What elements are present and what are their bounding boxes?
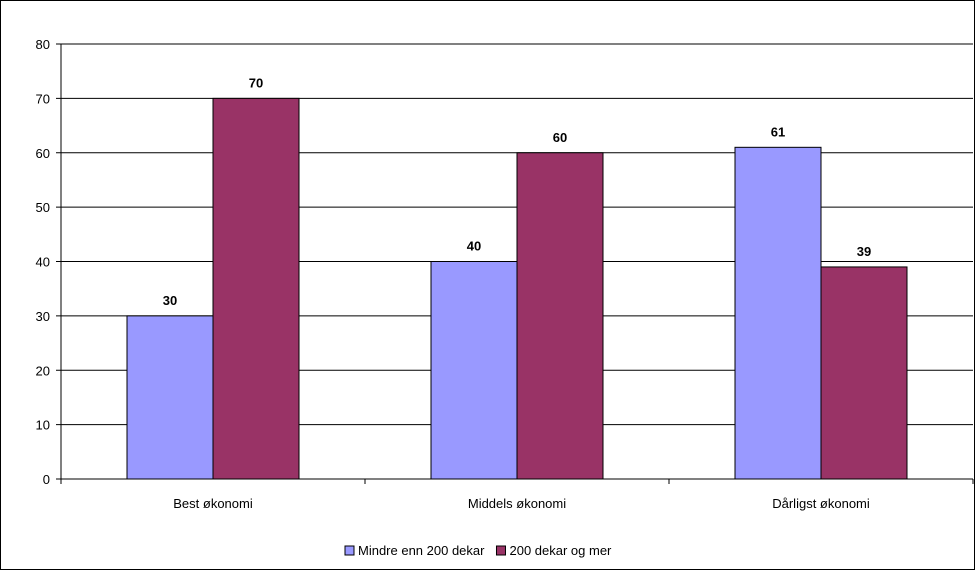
- y-tick-label: 50: [36, 200, 50, 215]
- bar: [734, 146, 822, 480]
- bar: [820, 266, 908, 480]
- bar: [126, 315, 214, 480]
- legend-swatch: [495, 545, 506, 556]
- x-tick-label: Middels økonomi: [468, 496, 566, 511]
- data-label: 30: [163, 293, 177, 308]
- data-label: 40: [467, 239, 481, 254]
- y-tick-label: 10: [36, 418, 50, 433]
- y-tick-label: 70: [36, 91, 50, 106]
- bar: [212, 97, 300, 480]
- data-label: 39: [857, 244, 871, 259]
- legend-label: Mindre enn 200 dekar: [358, 543, 485, 558]
- y-tick-label: 30: [36, 309, 50, 324]
- data-label: 61: [771, 124, 785, 139]
- bar: [430, 261, 518, 480]
- x-tick-label: Dårligst økonomi: [772, 496, 870, 511]
- legend-swatch: [344, 545, 355, 556]
- legend-label: 200 dekar og mer: [509, 543, 612, 558]
- y-tick-label: 20: [36, 363, 50, 378]
- bar: [516, 152, 604, 480]
- y-tick-label: 0: [43, 472, 50, 487]
- y-tick-label: 40: [36, 255, 50, 270]
- y-tick-label: 80: [36, 37, 50, 52]
- y-tick-label: 60: [36, 146, 50, 161]
- data-label: 60: [553, 130, 567, 145]
- data-label: 70: [249, 75, 263, 90]
- x-tick-label: Best økonomi: [173, 496, 253, 511]
